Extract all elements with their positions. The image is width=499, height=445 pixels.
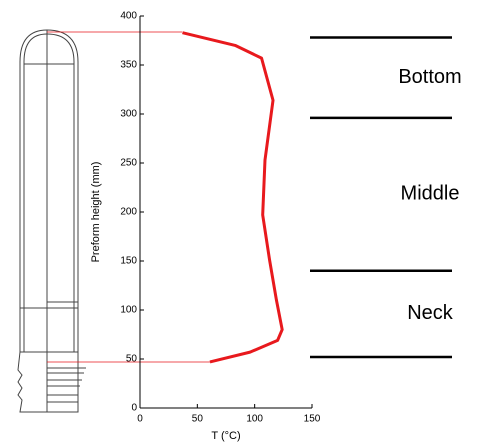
x-tick-label: 0 (137, 414, 143, 425)
y-tick-label: 250 (120, 158, 137, 169)
y-axis-label: Preform height (mm) (90, 162, 102, 263)
x-tick-label: 100 (246, 414, 263, 425)
y-tick-label: 400 (120, 11, 137, 22)
y-tick-label: 200 (120, 207, 137, 218)
region-label: Neck (407, 302, 454, 324)
region-label: Bottom (398, 66, 461, 88)
x-tick-label: 50 (192, 414, 204, 425)
chart: Preform height (mm) T (°C) 0 50 100 150 200 2… (0, 0, 499, 445)
y-tick-label: 350 (120, 60, 137, 71)
line (182, 33, 282, 362)
y-tick-label: 300 (120, 109, 137, 120)
region-label: Middle (401, 183, 460, 205)
y-tick-label: 50 (126, 354, 138, 365)
preform-drawing (18, 30, 86, 412)
x-axis-label: T (°C) (211, 430, 240, 442)
y-tick-label: 0 (131, 403, 137, 414)
x-tick-label: 150 (304, 414, 321, 425)
y-tick-label: 150 (120, 256, 137, 267)
y-tick-label: 100 (120, 305, 137, 316)
